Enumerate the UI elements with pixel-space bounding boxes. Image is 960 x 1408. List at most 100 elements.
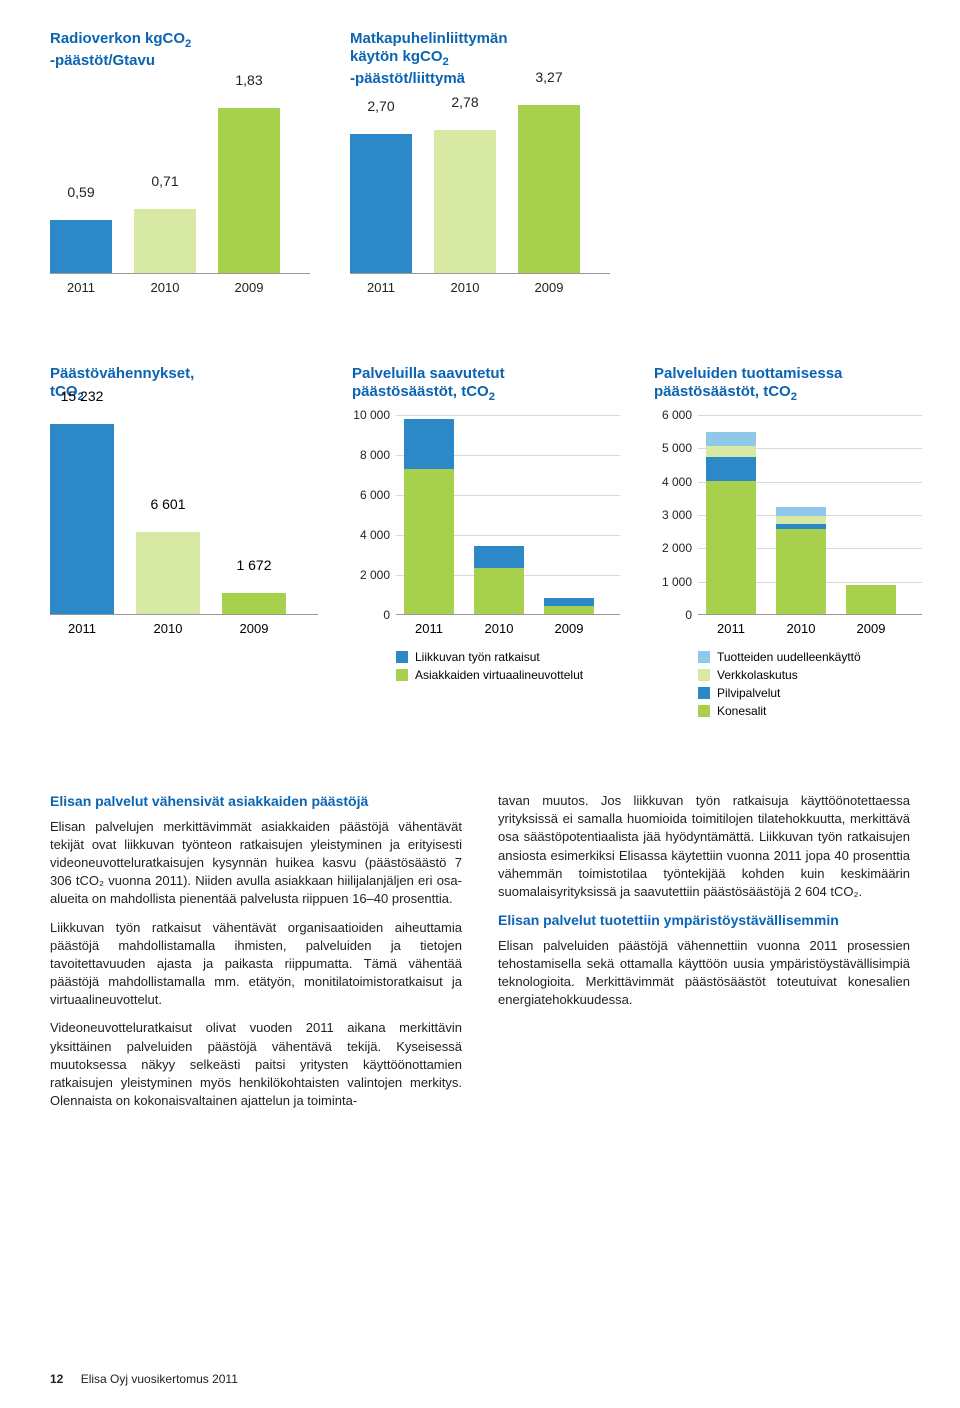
x-label: 2011 <box>404 621 454 636</box>
y-tick-label: 0 <box>685 608 692 622</box>
legend-label: Pilvipalvelut <box>717 686 780 700</box>
chart2-plot: 2,702,783,27 <box>350 94 610 274</box>
y-tick-label: 0 <box>383 608 390 622</box>
legend-item: Konesalit <box>698 704 922 718</box>
bar-value-label: 1 672 <box>222 557 286 573</box>
heading-2: Elisan palvelut tuotettiin ympäristöystä… <box>498 911 910 931</box>
bar-segment <box>776 529 826 614</box>
x-label: 2011 <box>50 280 112 295</box>
bar <box>50 424 114 614</box>
bar-segment <box>544 598 594 606</box>
paragraph: Elisan palvelujen merkittävimmät asiakka… <box>50 818 462 909</box>
y-tick-label: 2 000 <box>662 541 692 555</box>
paragraph: Elisan palveluiden päästöjä vähennettiin… <box>498 937 910 1010</box>
bar <box>434 130 496 273</box>
legend-label: Liikkuvan työn ratkaisut <box>415 650 540 664</box>
legend-item: Verkkolaskutus <box>698 668 922 682</box>
chart1-plot: 0,590,711,83 <box>50 94 310 274</box>
chart-paastovahennykset: Päästövähennykset,tCO2 15 2326 6011 672 … <box>50 365 318 722</box>
chart5-legend: Tuotteiden uudelleenkäyttö Verkkolaskutus… <box>698 650 922 718</box>
bar <box>136 532 200 615</box>
stacked-bar <box>846 585 896 614</box>
chart4-legend: Liikkuvan työn ratkaisut Asiakkaiden virt… <box>396 650 620 682</box>
chart5-plot <box>698 415 922 615</box>
bar-segment <box>776 507 826 515</box>
legend-swatch <box>698 687 710 699</box>
bar-segment <box>474 546 524 568</box>
x-label: 2010 <box>134 280 196 295</box>
bar-value-label: 1,83 <box>218 72 280 88</box>
chart4-title: Palveluilla saavutetutpäästösäästöt, tCO… <box>352 365 620 405</box>
y-tick-label: 3 000 <box>662 508 692 522</box>
chart-matkapuhelin: Matkapuhelinliittymänkäytön kgCO2-päästö… <box>350 30 610 295</box>
text-col-left: Elisan palvelut vähensivät asiakkaiden p… <box>50 792 462 1120</box>
heading-1: Elisan palvelut vähensivät asiakkaiden p… <box>50 792 462 812</box>
chart5-xlabels: 2011 2010 2009 <box>698 621 922 636</box>
stacked-bar <box>404 419 454 614</box>
x-label: 2009 <box>846 621 896 636</box>
legend-item: Tuotteiden uudelleenkäyttö <box>698 650 922 664</box>
paragraph: Liikkuvan työn ratkaisut vähentävät orga… <box>50 919 462 1010</box>
chart4-xlabels: 2011 2010 2009 <box>396 621 620 636</box>
legend-label: Tuotteiden uudelleenkäyttö <box>717 650 861 664</box>
chart4-ylabels: 02 0004 0006 0008 00010 000 <box>352 415 396 615</box>
x-label: 2010 <box>776 621 826 636</box>
bar-segment <box>706 457 756 480</box>
legend-item: Pilvipalvelut <box>698 686 922 700</box>
y-tick-label: 5 000 <box>662 441 692 455</box>
footer-doc-title: Elisa Oyj vuosikertomus 2011 <box>81 1372 238 1386</box>
legend-label: Konesalit <box>717 704 766 718</box>
y-tick-label: 1 000 <box>662 575 692 589</box>
chart-palveluilla-saavutetut: Palveluilla saavutetutpäästösäästöt, tCO… <box>352 365 620 722</box>
bar <box>50 220 112 273</box>
legend-swatch <box>698 651 710 663</box>
bar-value-label: 6 601 <box>136 496 200 512</box>
y-tick-label: 4 000 <box>662 475 692 489</box>
stacked-bar <box>776 507 826 614</box>
bar-segment <box>474 568 524 614</box>
bar-segment <box>706 446 756 458</box>
legend-swatch <box>698 669 710 681</box>
chart5-ylabels: 01 0002 0003 0004 0005 0006 000 <box>654 415 698 615</box>
bar-segment <box>404 469 454 614</box>
x-label: 2009 <box>218 280 280 295</box>
legend-swatch <box>698 705 710 717</box>
x-label: 2011 <box>706 621 756 636</box>
bar-value-label: 3,27 <box>518 69 580 85</box>
chart2-xlabels: 201120102009 <box>350 280 610 295</box>
legend-item: Liikkuvan työn ratkaisut <box>396 650 620 664</box>
x-label: 2009 <box>544 621 594 636</box>
x-label: 2010 <box>474 621 524 636</box>
bar-segment <box>544 606 594 614</box>
paragraph: tavan muutos. Jos liikkuvan työn ratkais… <box>498 792 910 901</box>
body-text: Elisan palvelut vähensivät asiakkaiden p… <box>50 792 910 1120</box>
bar-value-label: 0,71 <box>134 173 196 189</box>
bar <box>350 134 412 273</box>
legend-label: Asiakkaiden virtuaalineuvottelut <box>415 668 583 682</box>
stacked-bar <box>706 432 756 614</box>
chart4-plot <box>396 415 620 615</box>
chart3-xlabels: 201120102009 <box>50 621 318 636</box>
chart5-title: Palveluiden tuottamisessapäästösäästöt, … <box>654 365 922 405</box>
x-label: 2011 <box>350 280 412 295</box>
text-col-right: tavan muutos. Jos liikkuvan työn ratkais… <box>498 792 910 1120</box>
paragraph: Videoneuvotteluratkaisut olivat vuoden 2… <box>50 1019 462 1110</box>
bar <box>518 105 580 273</box>
page-footer: 12 Elisa Oyj vuosikertomus 2011 <box>50 1372 238 1386</box>
bar-segment <box>404 419 454 469</box>
stacked-bar <box>474 546 524 614</box>
y-tick-label: 6 000 <box>360 488 390 502</box>
y-tick-label: 6 000 <box>662 408 692 422</box>
bar-value-label: 2,70 <box>350 98 412 114</box>
chart3-plot: 15 2326 6011 672 <box>50 415 318 615</box>
chart1-xlabels: 2011 2010 2009 <box>50 280 310 295</box>
bar-segment <box>706 481 756 614</box>
y-tick-label: 4 000 <box>360 528 390 542</box>
legend-item: Asiakkaiden virtuaalineuvottelut <box>396 668 620 682</box>
chart-palveluiden-tuottamisessa: Palveluiden tuottamisessapäästösäästöt, … <box>654 365 922 722</box>
stacked-bar <box>544 598 594 614</box>
bar <box>134 209 196 273</box>
chart-radioverkko: Radioverkon kgCO2-päästöt/Gtavu 0,590,71… <box>50 30 310 295</box>
bar <box>222 593 286 614</box>
bar-segment <box>846 585 896 614</box>
